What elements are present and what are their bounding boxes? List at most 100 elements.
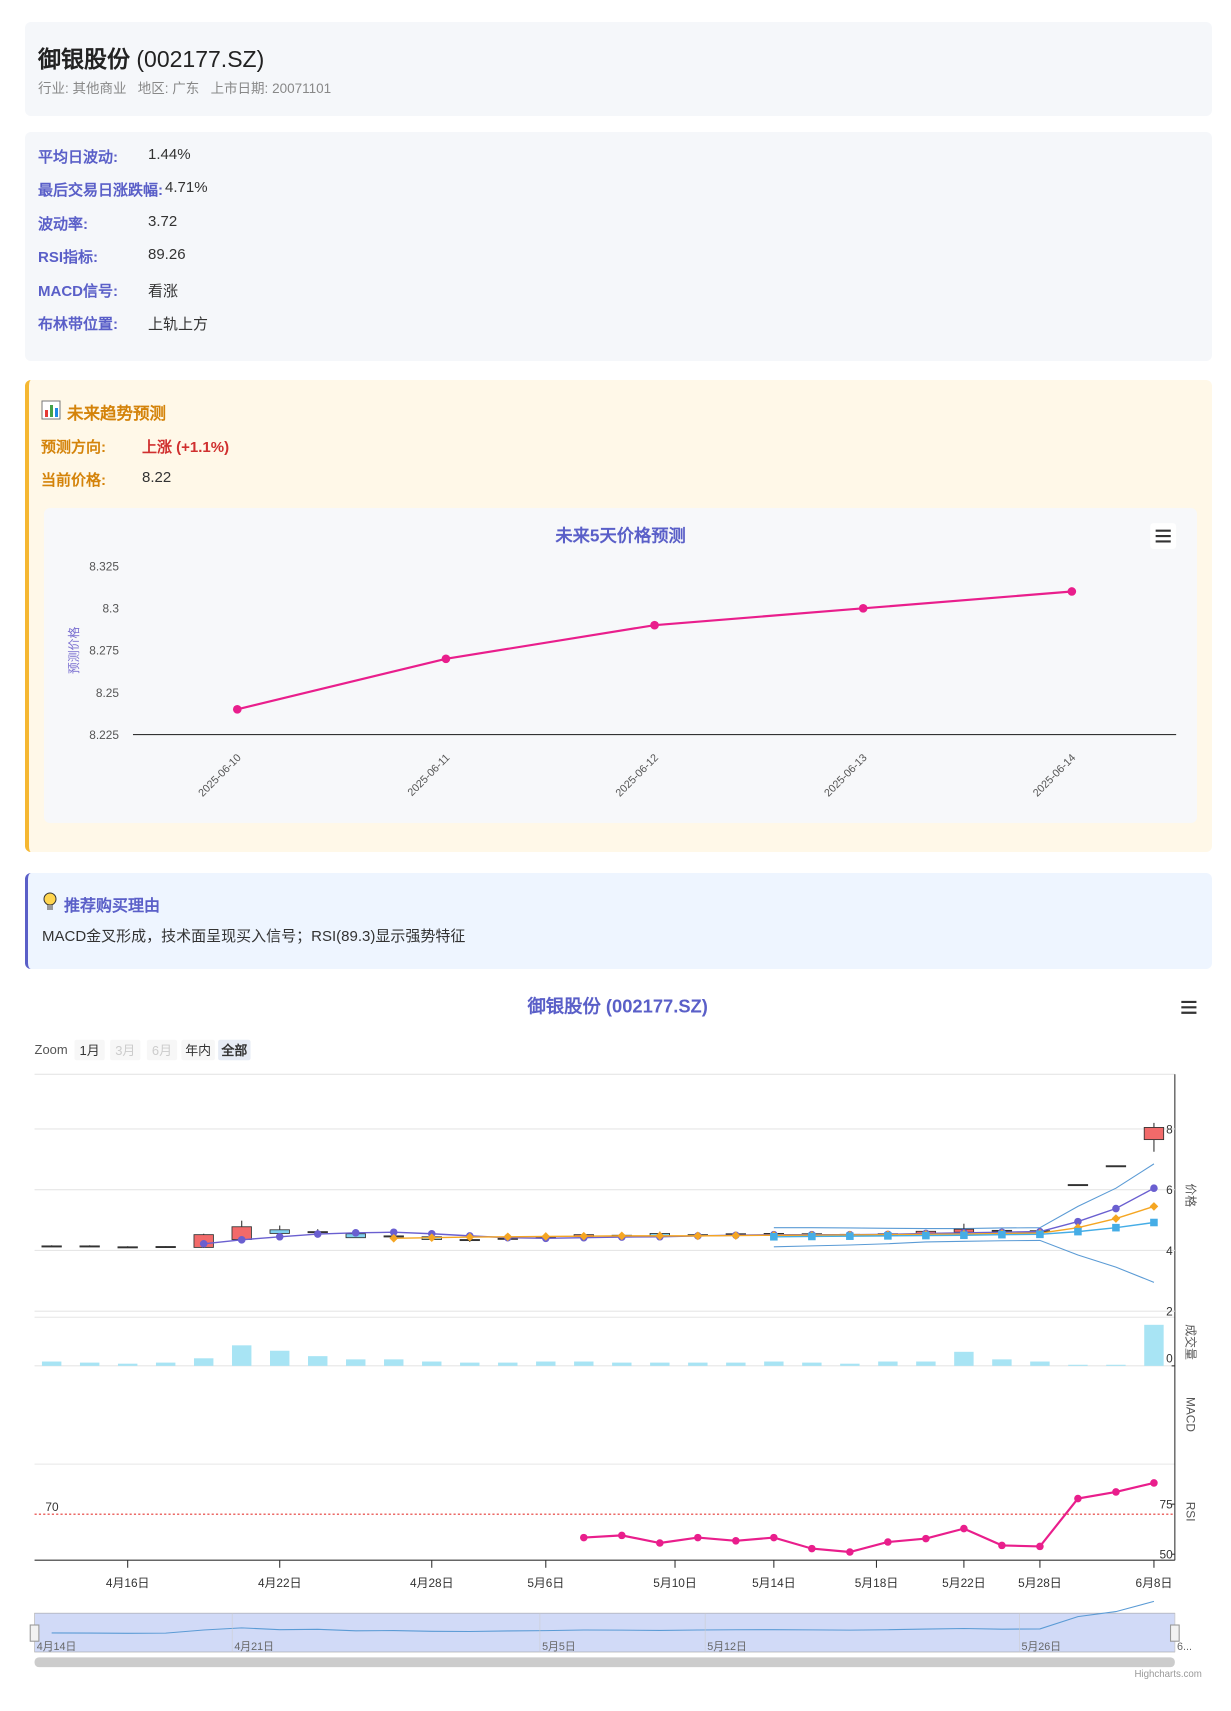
y-tick-label: 6 — [1166, 1183, 1173, 1197]
rsi-point — [884, 1538, 892, 1546]
meta-item: 行业: 其他商业 — [38, 81, 127, 96]
reason-text: MACD金叉形成，技术面呈现买入信号；RSI(89.3)显示强势特征 — [42, 928, 466, 945]
ma-point — [579, 1231, 589, 1241]
ma-point — [1111, 1214, 1121, 1223]
ma-point — [427, 1233, 437, 1243]
ma-point — [1074, 1227, 1082, 1236]
stat-label: 平均日波动: — [38, 149, 118, 166]
volume-bar — [231, 1345, 252, 1366]
x-tick-label: 4月22日 — [258, 1576, 302, 1590]
ma-point — [693, 1231, 703, 1241]
stat-value: 上轨上方 — [148, 316, 209, 333]
ma-point — [1150, 1218, 1158, 1227]
zoom-button — [110, 1039, 141, 1061]
bulb-base — [47, 905, 53, 910]
navigator-label: 6... — [1177, 1641, 1192, 1653]
candle-body — [269, 1229, 290, 1234]
price-value: 8.22 — [142, 469, 172, 486]
icon-bar — [45, 410, 48, 417]
rsi-point — [1150, 1479, 1158, 1487]
ma-point — [275, 1233, 284, 1241]
zoom-button-label[interactable]: 年内 — [185, 1043, 211, 1058]
icon-bar — [50, 405, 53, 417]
menu-icon[interactable] — [1150, 523, 1177, 549]
zoom-label: Zoom — [35, 1042, 68, 1057]
stat-row: 布林带位置: 上轨上方 — [38, 313, 208, 334]
navigator-handle[interactable] — [1169, 1624, 1180, 1642]
stat-value: 4.71% — [165, 179, 208, 197]
reason-card: 推荐购买理由 MACD金叉形成，技术面呈现买入信号；RSI(89.3)显示强势特… — [25, 873, 1212, 969]
stock-meta: 行业: 其他商业 地区: 广东 上市日期: 20071101 — [38, 77, 331, 97]
candle-body — [117, 1246, 138, 1249]
scrollbar[interactable] — [34, 1657, 1175, 1668]
rsi-point — [656, 1539, 664, 1547]
volume-bar — [422, 1361, 442, 1366]
chart-title: 御银股份 (002177.SZ) — [526, 996, 707, 1017]
x-tick-label: 5月6日 — [527, 1576, 564, 1590]
stock-code: (002177.SZ) — [136, 46, 265, 72]
candle-body — [79, 1245, 100, 1248]
meta-item: 地区: 广东 — [137, 81, 200, 96]
x-tick-label: 4月28日 — [410, 1576, 454, 1590]
ma-point — [389, 1228, 398, 1237]
ma-point — [1149, 1202, 1159, 1211]
ma-point — [313, 1230, 322, 1238]
zoom-button[interactable] — [74, 1039, 105, 1061]
stat-label: 布林带位置: — [38, 316, 118, 333]
menu-lines[interactable] — [1181, 1000, 1197, 1014]
ma-point — [1112, 1223, 1120, 1232]
stock-chart: 御银股份 (002177.SZ) Zoom 1月 3月 6月 年内 全部 2 4 6 8 0 50 75 价… — [29, 995, 1203, 1680]
ma-point — [884, 1232, 892, 1240]
rsi-point — [694, 1533, 702, 1542]
axis-title: MACD — [1184, 1397, 1198, 1432]
candle-body — [1143, 1127, 1165, 1141]
bollinger-upper — [773, 1163, 1155, 1230]
ma-point — [960, 1231, 968, 1240]
bulb — [43, 892, 57, 906]
ma-point — [808, 1232, 816, 1241]
forecast-line — [237, 590, 1072, 711]
volume-bar — [878, 1361, 898, 1366]
menu-icon[interactable] — [1174, 995, 1203, 1022]
volume-bar — [536, 1361, 556, 1366]
volume-bar — [650, 1362, 670, 1366]
navigator-handle[interactable] — [29, 1624, 40, 1642]
zoom-button-label[interactable]: 全部 — [220, 1043, 247, 1058]
stat-label: 波动率: — [38, 215, 88, 233]
forecast-point — [232, 704, 242, 714]
header-card: 御银股份 (002177.SZ) 行业: 其他商业 地区: 广东 上市日期: 2… — [25, 22, 1212, 116]
zoom-button[interactable] — [218, 1039, 251, 1061]
volume-bar — [498, 1362, 518, 1366]
rsi-point — [618, 1531, 626, 1540]
ma-point — [199, 1239, 208, 1248]
volume-bar — [308, 1356, 328, 1366]
credits: Highcharts.com — [1134, 1669, 1201, 1680]
navigator-label: 4月14日 — [37, 1641, 77, 1653]
candle-body — [155, 1246, 176, 1249]
x-tick-label: 5月18日 — [855, 1576, 899, 1590]
ma-point — [1150, 1184, 1158, 1192]
ma-point — [770, 1233, 778, 1241]
y-tick-label: 8.225 — [89, 728, 119, 742]
ma-point — [389, 1233, 399, 1243]
zoom-button[interactable] — [181, 1039, 215, 1061]
menu-lines[interactable] — [1155, 529, 1171, 543]
volume-bar — [346, 1359, 366, 1366]
rsi-point — [770, 1533, 778, 1542]
ma-point — [541, 1232, 551, 1241]
ma-point — [1112, 1204, 1120, 1213]
y-tick-label: 8.25 — [96, 686, 119, 700]
x-tick-label: 2025-06-11 — [405, 752, 452, 799]
volume-bar — [802, 1362, 822, 1366]
volume-bar — [117, 1363, 138, 1366]
direction-value: 上涨 (+1.1%) — [142, 439, 230, 456]
x-tick-label: 2025-06-14 — [1031, 752, 1078, 799]
stat-label: RSI指标: — [38, 249, 99, 267]
stat-row: 波动率: 3.72 — [38, 213, 177, 234]
navigator-label: 5月5日 — [542, 1641, 576, 1653]
zoom-button-label[interactable]: 1月 — [80, 1043, 100, 1058]
candle-body — [1105, 1165, 1127, 1168]
axis-title: 价格 — [1184, 1183, 1198, 1207]
ma-point — [1036, 1230, 1044, 1239]
